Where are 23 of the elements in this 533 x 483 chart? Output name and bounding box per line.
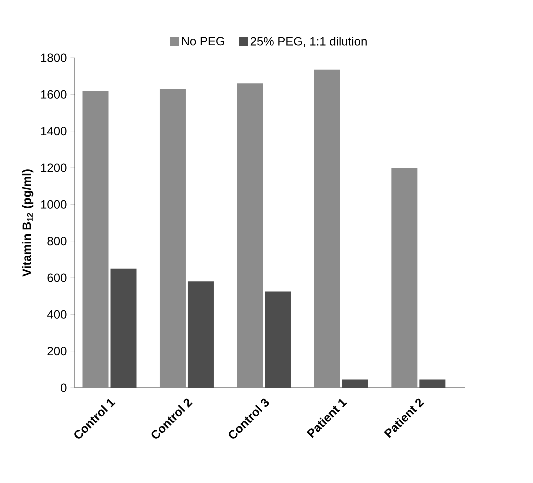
bar bbox=[110, 268, 137, 388]
y-tick-label: 200 bbox=[48, 347, 67, 356]
legend-label: No PEG bbox=[182, 37, 224, 46]
bar bbox=[265, 292, 292, 388]
y-tick-label: 400 bbox=[47, 310, 67, 319]
y-axis-title: Vitamin B$_{12}$ (pg/ml) bbox=[22, 170, 34, 277]
legend-label: 25% PEG, 1:1 dilution bbox=[250, 37, 367, 48]
bar bbox=[237, 84, 264, 388]
bar bbox=[188, 282, 214, 388]
y-tick-label: 600 bbox=[48, 274, 67, 282]
bar bbox=[160, 89, 186, 388]
bar bbox=[420, 380, 446, 388]
y-tick-label: 0 bbox=[60, 384, 67, 392]
y-tick-label: 1800 bbox=[41, 54, 67, 62]
y-tick-label: 1600 bbox=[41, 90, 67, 99]
y-tick-label: 1200 bbox=[41, 164, 67, 172]
bar bbox=[392, 168, 418, 388]
bar bbox=[82, 91, 109, 388]
y-tick-label: 1400 bbox=[41, 127, 67, 136]
bar bbox=[342, 380, 368, 388]
bar bbox=[314, 70, 340, 388]
y-tick-label: 1000 bbox=[41, 200, 67, 209]
y-tick-label: 800 bbox=[48, 237, 67, 246]
